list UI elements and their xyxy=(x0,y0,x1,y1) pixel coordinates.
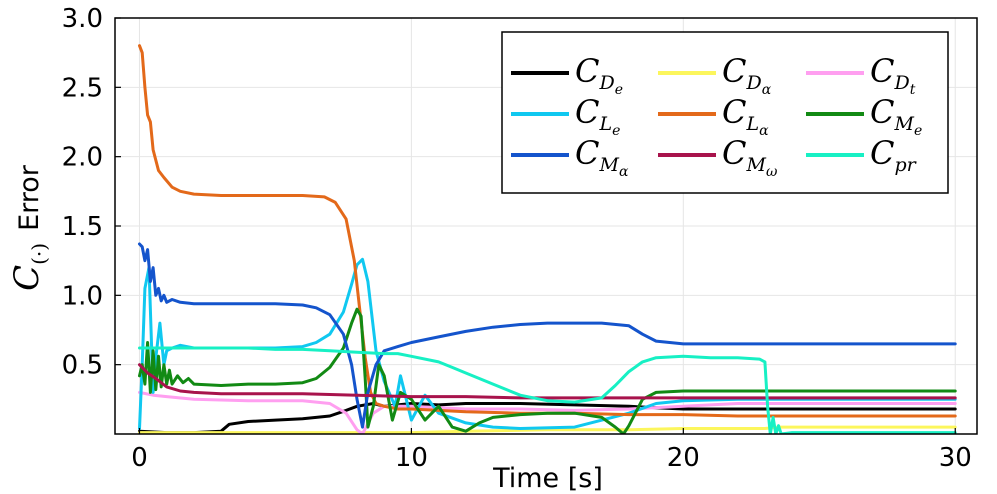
y-tick-label: 3.0 xyxy=(62,4,103,34)
legend-entry: CDt xyxy=(870,52,916,98)
y-axis-title: Error xyxy=(14,164,45,231)
x-axis: 0 10 20 30 xyxy=(131,428,972,473)
legend-symbol: C xyxy=(575,134,599,172)
y-tick-label: 2.0 xyxy=(62,143,103,173)
x-tick-label: 30 xyxy=(939,443,972,473)
series-lines xyxy=(138,44,957,434)
series-line-3 xyxy=(138,257,957,430)
legend-entry: CDα xyxy=(722,52,772,98)
legend-subscript: M xyxy=(745,154,766,176)
series-line-8 xyxy=(138,346,957,434)
x-axis-label: Time [s] xyxy=(492,463,603,494)
series-line-7 xyxy=(138,363,957,400)
legend-subscript: pr xyxy=(894,154,917,176)
legend-entry: CMe xyxy=(870,93,922,139)
legend-sub-subscript: α xyxy=(619,164,629,180)
legend-entry: Cpr xyxy=(870,134,918,176)
legend-sub-subscript: α xyxy=(762,82,772,98)
legend-entry: CMα xyxy=(575,134,629,180)
legend-sub-subscript: t xyxy=(910,82,916,98)
legend-box xyxy=(501,31,949,194)
legend-symbol: C xyxy=(575,93,599,131)
x-tick-label: 0 xyxy=(131,443,148,473)
legend-subscript: L xyxy=(745,113,759,135)
y-tick-label: 2.5 xyxy=(62,73,103,103)
legend-sub-subscript: e xyxy=(914,123,922,139)
legend-subscript: D xyxy=(598,72,614,94)
legend-entry: CLα xyxy=(722,93,769,139)
legend-subscript: D xyxy=(893,72,909,94)
x-tick-label: 20 xyxy=(667,443,700,473)
series-line-2 xyxy=(138,390,957,434)
y-axis-symbol-base: C xyxy=(7,265,47,291)
legend-subscript: D xyxy=(745,72,761,94)
legend-subscript: M xyxy=(893,113,914,135)
series-line-1 xyxy=(138,425,957,434)
legend-symbol: C xyxy=(722,93,746,131)
legend-entry: CDe xyxy=(575,52,623,98)
series-line-5 xyxy=(138,307,957,434)
legend-symbol: C xyxy=(870,134,894,172)
y-tick-label: 1.5 xyxy=(62,212,103,242)
legend-subscript: L xyxy=(598,113,612,135)
svg-text:C(·)Error: C(·) Error xyxy=(7,164,51,291)
y-tick-label: 0.5 xyxy=(62,351,103,381)
legend-sub-subscript: e xyxy=(615,82,623,98)
legend-sub-subscript: e xyxy=(612,123,620,139)
y-axis-symbol-sub: (·) xyxy=(27,243,51,265)
legend-symbol: C xyxy=(870,93,894,131)
x-tick-label: 10 xyxy=(395,443,428,473)
legend-entry: CLe xyxy=(575,93,620,139)
legend-entry: CMω xyxy=(722,134,778,180)
legend-symbol: C xyxy=(722,134,746,172)
legend-sub-subscript: ω xyxy=(766,164,778,180)
legend-sub-subscript: α xyxy=(759,123,769,139)
y-axis-label: C(·) Error xyxy=(7,164,51,291)
legend-symbol: C xyxy=(870,52,894,90)
legend-subscript: M xyxy=(598,154,619,176)
y-axis: 0.5 1.0 1.5 2.0 2.5 3.0 xyxy=(62,4,121,381)
series-line-6 xyxy=(138,242,957,429)
y-tick-label: 1.0 xyxy=(62,281,103,311)
legend-symbol: C xyxy=(575,52,599,90)
legend-symbol: C xyxy=(722,52,746,90)
